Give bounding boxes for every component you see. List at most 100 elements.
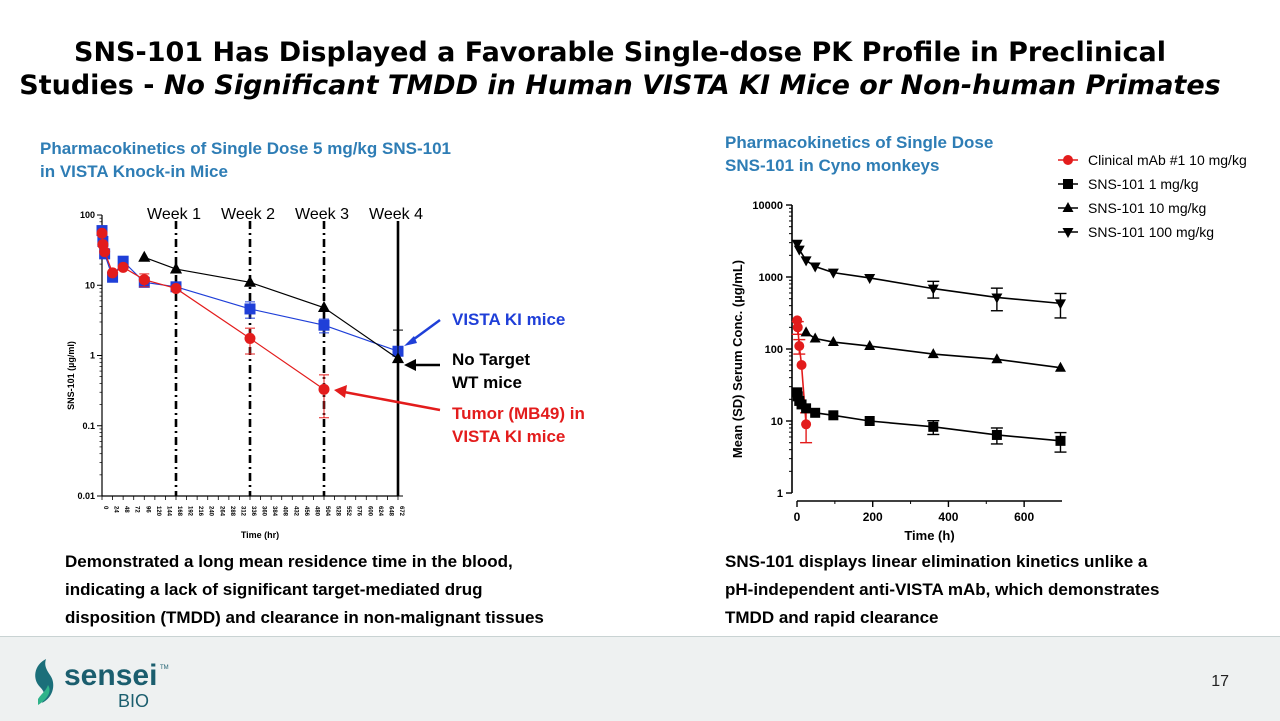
data-point (96, 227, 108, 239)
x-tick-label: 264 (218, 506, 224, 517)
tumor-arrow (343, 390, 441, 412)
x-tick-label: 552 (345, 506, 351, 517)
data-point (864, 340, 876, 351)
vista-arrowhead (404, 336, 417, 346)
data-point (138, 274, 150, 286)
left-caption-line3: disposition (TMDD) and clearance in non-… (65, 608, 544, 627)
data-point (1055, 435, 1066, 446)
legend-entry: SNS-101 10 mg/kg (1058, 200, 1206, 216)
y-tick-label: 100 (80, 210, 95, 220)
data-point (991, 293, 1003, 304)
data-point (809, 262, 821, 273)
data-point (991, 353, 1003, 364)
x-tick-label: 400 (938, 510, 958, 524)
data-point (391, 352, 405, 364)
x-tick-label: 72 (134, 506, 140, 513)
tumor-arrowhead (334, 385, 347, 398)
x-tick-label: 600 (366, 506, 372, 517)
x-tick-label: 120 (155, 506, 161, 517)
y-tick-label: 10000 (752, 200, 783, 212)
right-caption-line1: SNS-101 displays linear elimination kine… (725, 552, 1148, 571)
right-caption: SNS-101 displays linear elimination kine… (725, 548, 1159, 632)
x-tick-label: 0 (102, 506, 108, 510)
right-section-title: Pharmacokinetics of Single Dose SNS-101 … (725, 131, 993, 177)
tumor-annotation-line1: Tumor (MB49) in (452, 404, 585, 423)
series-0 (791, 315, 813, 444)
x-tick-label: 192 (187, 506, 193, 517)
legend-marker (1063, 155, 1073, 165)
right-caption-line2: pH-independent anti-VISTA mAb, which dem… (725, 580, 1160, 599)
x-tick-label: 600 (1014, 510, 1034, 524)
series-2 (800, 326, 1066, 372)
x-tick-label: 672 (398, 506, 404, 517)
data-point (810, 407, 821, 418)
x-tick-label: 624 (377, 506, 383, 517)
x-tick-label: 312 (239, 506, 245, 517)
data-point (864, 416, 875, 426)
data-point (317, 301, 331, 313)
title-line1: SNS-101 Has Displayed a Favorable Single… (74, 37, 1166, 68)
data-point (318, 319, 330, 331)
mouse-chart-series (96, 225, 405, 497)
x-tick-label: 24 (113, 506, 119, 513)
data-point (243, 275, 257, 287)
legend-label: Clinical mAb #1 10 mg/kg (1088, 152, 1247, 168)
cyno-chart-axes (786, 204, 1062, 507)
legend-label: SNS-101 10 mg/kg (1088, 200, 1206, 216)
cyno-pk-chart: 1 10 100 1000 10000 0 200 400 600 Time (h) Mean (S… (730, 152, 1247, 543)
x-tick-label: 336 (250, 506, 256, 517)
week-label: Week 3 (295, 206, 349, 223)
data-point (170, 282, 182, 294)
left-section-title: Pharmacokinetics of Single Dose 5 mg/kg … (40, 137, 451, 183)
data-point (1054, 361, 1066, 372)
x-tick-label: 480 (313, 506, 319, 517)
x-tick-label: 408 (282, 506, 288, 517)
data-point (1054, 299, 1066, 310)
data-point (991, 429, 1002, 440)
mouse-chart-labels: 0.01 0.1 1 10 100 0 24 48 72 96 120 144 168 192 216 240… (66, 206, 423, 540)
wt-annotation-line1: No Target (452, 350, 530, 369)
y-tick-label: 100 (765, 344, 783, 356)
x-tick-label: 576 (356, 506, 362, 517)
right-caption-line3: TMDD and rapid clearance (725, 608, 939, 627)
series-line (101, 233, 325, 390)
data-point (800, 326, 812, 337)
data-point (827, 336, 839, 347)
x-axis-label: Time (hr) (241, 530, 279, 540)
tumor-annotation-line2: VISTA KI mice (452, 427, 565, 446)
legend-marker (1063, 179, 1073, 189)
data-point (792, 322, 803, 333)
x-tick-label: 504 (324, 506, 330, 517)
data-point (99, 246, 111, 258)
y-tick-label: 0.1 (82, 421, 95, 431)
series-3 (791, 239, 1067, 319)
x-axis-label: Time (h) (904, 528, 954, 543)
x-tick-label: 200 (863, 510, 883, 524)
x-tick-label: 528 (335, 506, 341, 517)
week-label: Week 2 (221, 206, 275, 223)
y-axis-label: SNS-101 (µg/ml) (66, 341, 76, 410)
left-caption-line1: Demonstrated a long mean residence time … (65, 552, 513, 571)
data-point (927, 284, 939, 295)
footer: sensei TM BIO 17 (0, 636, 1280, 721)
data-point (800, 256, 812, 267)
vista-annotation: VISTA KI mice (452, 310, 565, 329)
y-tick-label: 10 (85, 280, 95, 290)
data-point (117, 261, 129, 273)
data-point (138, 250, 151, 262)
right-section-title-line1: Pharmacokinetics of Single Dose (725, 133, 994, 152)
week-label: Week 1 (147, 206, 201, 223)
data-point (318, 383, 330, 395)
data-point (928, 421, 939, 432)
wt-annotation-line2: WT mice (452, 373, 522, 392)
x-tick-label: 648 (387, 506, 393, 517)
x-tick-label: 288 (229, 506, 235, 517)
series-1 (792, 387, 1067, 453)
x-tick-label: 48 (123, 506, 129, 513)
y-tick-label: 10 (771, 416, 783, 428)
x-tick-label: 240 (208, 506, 214, 517)
x-tick-label: 360 (261, 506, 267, 517)
logo-tm: TM (160, 665, 169, 671)
legend-label: SNS-101 100 mg/kg (1088, 224, 1214, 240)
x-tick-label: 432 (292, 506, 298, 517)
